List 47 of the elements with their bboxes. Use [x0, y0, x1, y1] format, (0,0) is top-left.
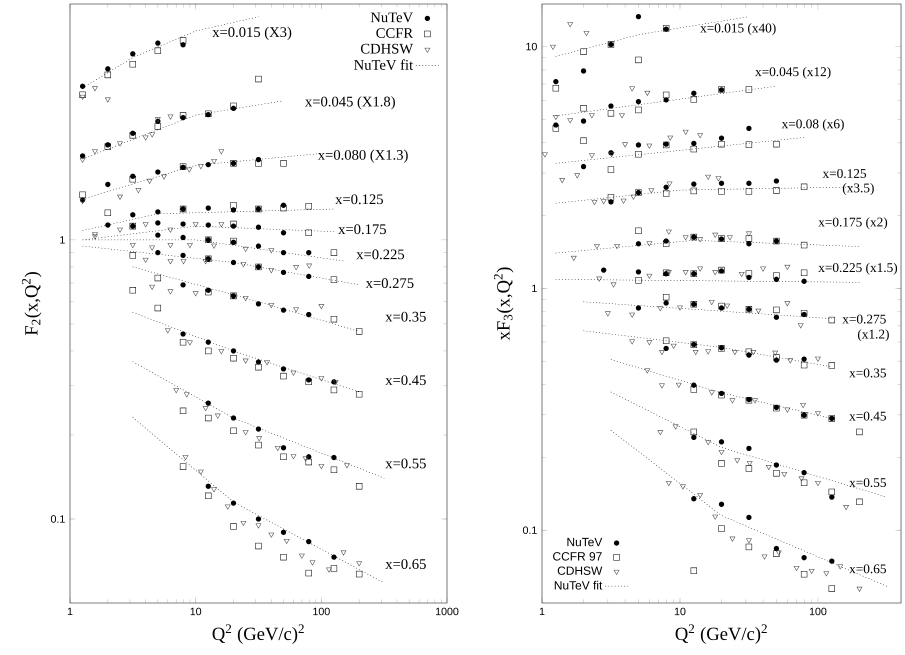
legend-label: NuTeV — [370, 12, 413, 22]
y-tick-label: 10 — [526, 42, 537, 50]
y-axis-title: F$_{2}$(x,Q$^{2}$) — [22, 272, 42, 336]
y-axis-title: xF$_{3}$(x,Q$^{2}$) — [494, 267, 514, 340]
annotation: x=0.55 — [385, 458, 426, 468]
annotation: x=0.275 — [842, 314, 886, 324]
annotation: x=0.45 — [385, 375, 426, 386]
y-tick-label: 0.1 — [522, 526, 537, 534]
legend-label: CCFR 97 — [553, 552, 602, 561]
annotation: x=0.080 (X1.3) — [318, 150, 408, 163]
x-axis-title: Q$^{2}$ (GeV/c)$^{2}$ — [212, 624, 304, 644]
annotation: x=0.125 — [822, 169, 866, 178]
legend-label: NuTeV — [567, 538, 602, 546]
legend-label: CDHSW — [558, 566, 602, 575]
annotation: x=0.045 (X1.8) — [305, 96, 395, 110]
annotation: x=0.55 — [849, 478, 886, 488]
x-tick-label: 100 — [810, 608, 826, 616]
x-tick-label: 1 — [68, 608, 72, 616]
annotation: x=0.175 (x2) — [818, 217, 888, 230]
legend-label: CDHSW — [360, 44, 414, 54]
annotation: x=0.275 — [366, 278, 414, 288]
legend-label: CCFR — [376, 28, 414, 38]
y-tick-label: 0.1 — [50, 515, 65, 523]
x-tick-label: 1 — [540, 608, 544, 616]
annotation: x=0.015 (x40) — [700, 23, 776, 36]
annotation: x=0.08 (x6) — [782, 118, 844, 132]
annotation: (x3.5) — [842, 183, 874, 196]
x-tick-label: 1000 — [436, 608, 458, 616]
annotation: x=0.225 — [356, 249, 404, 260]
annotation: x=0.45 — [849, 412, 886, 421]
legend-label: NuTeV fit — [354, 59, 414, 70]
annotation: (x1.2) — [858, 329, 889, 342]
x-tick-label: 10 — [674, 608, 686, 616]
y-tick-label: 1 — [532, 284, 537, 292]
annotation: x=0.125 — [335, 194, 383, 204]
annotation: x=0.015 (X3) — [212, 26, 292, 40]
annotation: x=0.225 (x1.5) — [818, 262, 898, 275]
annotation: x=0.35 — [849, 368, 886, 378]
x-tick-label: 10 — [190, 608, 202, 616]
annotation: x=0.65 — [849, 564, 886, 574]
annotation: x=0.65 — [385, 559, 426, 570]
annotation: x=0.35 — [385, 312, 426, 322]
legend-label: NuTeV fit — [554, 580, 602, 590]
x-tick-label: 100 — [313, 608, 330, 616]
annotation: x=0.045 (x12) — [755, 66, 831, 79]
x-axis-title: Q$^{2}$ (GeV/c)$^{2}$ — [676, 624, 767, 644]
annotation: x=0.175 — [338, 224, 386, 234]
